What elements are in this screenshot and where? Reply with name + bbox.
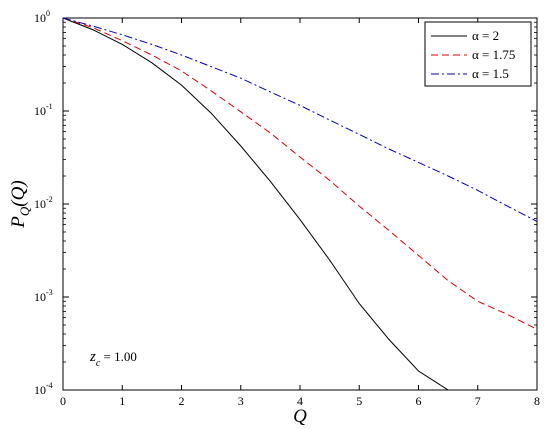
annotation-value: = 1.00 (100, 349, 137, 364)
y-tick-label: 100 (34, 9, 50, 25)
y-tick-label: 10-1 (34, 102, 53, 118)
y-axis-title-main: P (8, 216, 29, 229)
x-tick-label: 4 (297, 394, 303, 408)
x-axis-title: Q (293, 406, 307, 427)
legend-label-2: α = 1.75 (472, 47, 515, 62)
y-tick-labels: 100 10-1 10-2 10-3 10-4 (34, 9, 53, 397)
y-tick-label: 10-2 (34, 195, 53, 211)
x-tick-label: 1 (119, 394, 125, 408)
x-tick-label: 6 (416, 394, 422, 408)
series-line-2 (62, 17, 538, 330)
legend: α = 2 α = 1.75 α = 1.5 (424, 21, 532, 87)
annotation-subscript: c (96, 358, 101, 369)
svg-text:PQ(Q): PQ(Q) (8, 180, 32, 228)
y-axis-title: PQ(Q) (8, 180, 32, 228)
legend-box (424, 21, 532, 87)
annotation-symbol: z (89, 349, 96, 365)
svg-text:zc = 1.00: zc = 1.00 (89, 349, 137, 369)
series-line-3 (62, 17, 538, 222)
x-tick-label: 3 (238, 394, 244, 408)
x-tick-labels: 0 1 2 3 4 5 6 7 8 (60, 394, 540, 408)
x-tick-label: 5 (356, 394, 362, 408)
y-axis-title-sub: Q (17, 206, 32, 216)
x-tick-label: 2 (179, 394, 185, 408)
legend-label-1: α = 2 (472, 28, 499, 43)
y-tick-label: 10-4 (34, 381, 53, 397)
x-tick-label: 7 (475, 394, 481, 408)
y-tick-label: 10-3 (34, 288, 53, 304)
annotation-zc: zc = 1.00 (89, 349, 137, 369)
x-tick-label: 8 (534, 394, 540, 408)
series-layer (62, 17, 538, 391)
x-tick-label: 0 (60, 394, 66, 408)
legend-label-3: α = 1.5 (472, 66, 509, 81)
series-line-1 (62, 17, 469, 391)
